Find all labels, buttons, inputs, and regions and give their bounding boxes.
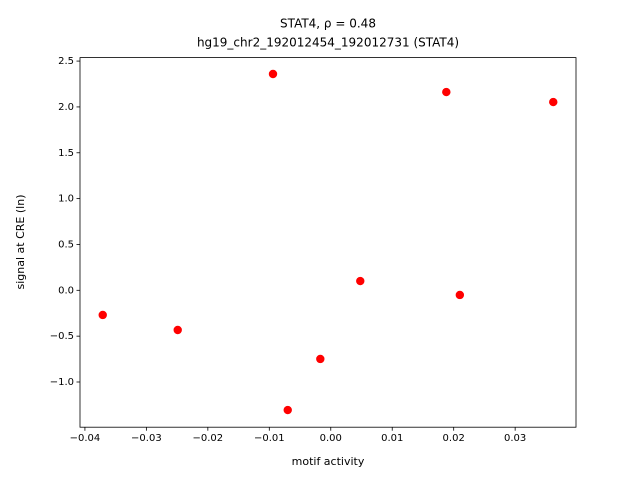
y-tick-label: 2.5 bbox=[58, 56, 74, 67]
point bbox=[173, 325, 182, 335]
y-tick-label: 1.0 bbox=[58, 194, 74, 205]
chart-subtitle: hg19_chr2_192012454_192012731 (STAT4) bbox=[197, 36, 459, 50]
x-tick-label: −0.04 bbox=[70, 433, 101, 444]
plot-frame bbox=[79, 57, 577, 428]
point bbox=[98, 310, 107, 320]
x-tick-label: −0.03 bbox=[131, 433, 162, 444]
chart-title: STAT4, ρ = 0.48 bbox=[280, 17, 376, 31]
x-tick-label: −0.02 bbox=[193, 433, 224, 444]
y-tick-label: 0.5 bbox=[58, 239, 74, 250]
point bbox=[455, 290, 465, 300]
x-tick-label: 0.02 bbox=[443, 433, 465, 444]
x-tick-label: 0.01 bbox=[381, 433, 403, 444]
point bbox=[268, 69, 278, 79]
y-tick-label: −0.5 bbox=[50, 331, 74, 342]
x-tick-label: −0.01 bbox=[254, 433, 285, 444]
y-tick-label: 1.5 bbox=[58, 148, 74, 159]
y-tick-label: −1.0 bbox=[50, 377, 74, 388]
point bbox=[316, 354, 325, 364]
point bbox=[356, 276, 365, 286]
point bbox=[442, 87, 451, 97]
x-axis-label: motif activity bbox=[292, 455, 365, 468]
y-tick-label: 2.0 bbox=[58, 102, 74, 113]
y-tick-label: 0.0 bbox=[58, 285, 74, 296]
x-tick-label: 0.00 bbox=[320, 433, 342, 444]
point bbox=[549, 97, 558, 107]
x-tick-label: 0.03 bbox=[504, 433, 526, 444]
point bbox=[283, 405, 292, 415]
y-axis-label: signal at CRE (ln) bbox=[14, 195, 27, 290]
